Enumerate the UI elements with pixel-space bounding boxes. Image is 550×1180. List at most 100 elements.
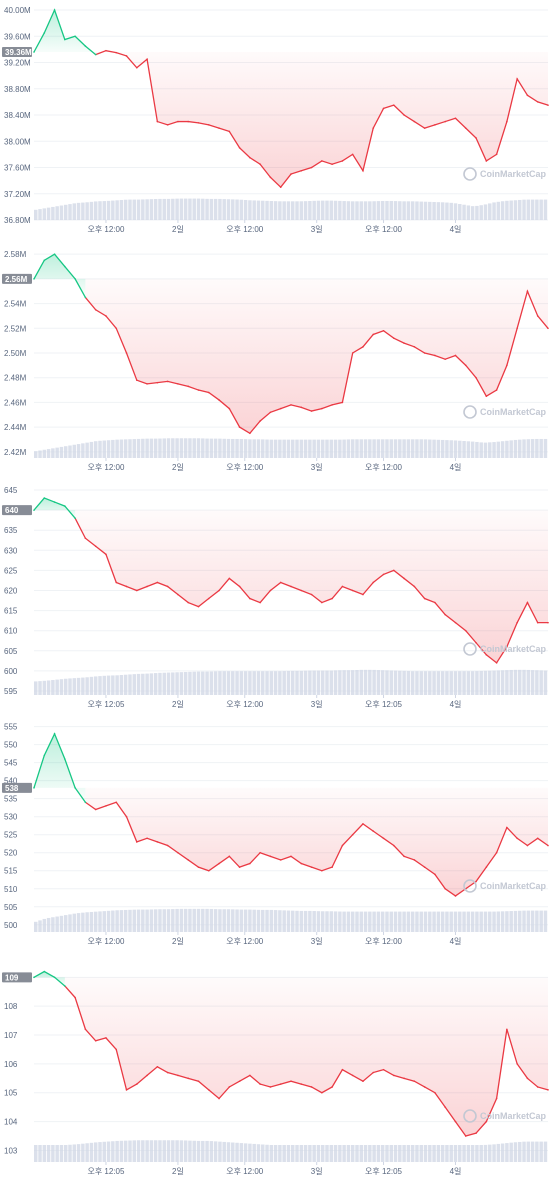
price-point xyxy=(94,545,97,548)
volume-bar xyxy=(68,204,72,220)
chart-svg: 555 550 545 540 535 530 525 520 515 510 505 500 538 오… xyxy=(2,723,549,946)
volume-bar xyxy=(256,1144,261,1162)
volume-bar xyxy=(68,1144,72,1162)
volume-bar xyxy=(269,1145,274,1162)
volume-bar xyxy=(192,908,196,932)
volume-bar xyxy=(355,1145,359,1162)
volume-bar xyxy=(500,441,505,458)
volume-bar xyxy=(205,1140,209,1162)
price-point xyxy=(43,259,46,262)
price-point xyxy=(53,733,56,735)
volume-bar xyxy=(145,673,149,695)
y-tick-label: 535 xyxy=(4,795,18,804)
volume-bar xyxy=(286,910,291,932)
price-point xyxy=(64,505,66,507)
volume-bar xyxy=(535,670,539,695)
volume-bar xyxy=(98,676,102,695)
price-point xyxy=(228,130,231,133)
volume-bar xyxy=(235,671,239,695)
volume-bar xyxy=(46,680,51,695)
price-point xyxy=(218,589,220,592)
price-area-up xyxy=(34,971,65,986)
volume-bar xyxy=(261,1144,265,1162)
volume-bar xyxy=(436,911,441,932)
y-tick-label: 104 xyxy=(4,1118,18,1127)
price-chart-3[interactable]: 645640635630625620615610605600595640오후 1… xyxy=(0,476,550,713)
volume-bar xyxy=(406,1145,411,1162)
volume-bar xyxy=(132,909,136,932)
volume-bar xyxy=(539,1141,543,1162)
volume-bar xyxy=(380,200,385,220)
price-point xyxy=(506,120,508,123)
volume-bar xyxy=(518,199,522,220)
x-tick-label: 3일 xyxy=(311,1167,323,1176)
price-point xyxy=(43,754,46,757)
price-point xyxy=(33,976,35,979)
price-point xyxy=(300,406,303,409)
price-point xyxy=(259,1083,261,1085)
volume-bar xyxy=(299,1145,304,1162)
price-chart-4[interactable]: 555 550 545 540 535 530 525 520 515 510 505 500 538 오… xyxy=(0,713,550,950)
volume-bar xyxy=(175,672,179,695)
volume-bar xyxy=(488,911,492,932)
price-point xyxy=(136,841,138,843)
volume-bar xyxy=(432,439,436,458)
volume-bar xyxy=(265,1144,269,1162)
volume-bar xyxy=(466,671,471,695)
price-line-down xyxy=(85,801,549,897)
volume-bar xyxy=(359,1145,364,1162)
current-price-badge xyxy=(2,782,32,793)
volume-bar xyxy=(316,439,321,458)
price-point xyxy=(413,859,416,861)
volume-bar xyxy=(470,911,475,932)
price-point xyxy=(84,45,87,47)
y-tick-label: 610 xyxy=(4,627,18,636)
volume-bar xyxy=(355,670,359,695)
volume-bar xyxy=(539,910,543,932)
volume-bar xyxy=(415,439,419,458)
volume-bar xyxy=(72,444,77,458)
volume-bar xyxy=(252,1143,256,1162)
volume-bar xyxy=(385,670,389,695)
price-chart-2[interactable]: 2.58M 2.56M 2.54M 2.52M 2.50M 2.48M 2.46M 2.44M… xyxy=(0,238,550,476)
price-point xyxy=(516,1063,518,1065)
volume-bar xyxy=(453,1145,458,1162)
volume-bar xyxy=(291,670,295,695)
x-tick-label: 2일 xyxy=(172,225,184,234)
volume-bar xyxy=(128,439,132,458)
volume-bar xyxy=(483,670,488,695)
volume-bar xyxy=(111,675,115,695)
volume-bar xyxy=(226,199,231,220)
volume-bar xyxy=(295,201,299,220)
volume-bar xyxy=(226,1142,231,1162)
volume-bar xyxy=(389,200,393,220)
volume-bar xyxy=(475,441,479,458)
volume-bar xyxy=(188,198,192,220)
volume-bar xyxy=(123,1140,128,1162)
volume-bar xyxy=(72,203,77,220)
volume-bar xyxy=(325,200,329,220)
volume-bar xyxy=(123,674,128,695)
volume-bar xyxy=(145,1140,149,1162)
volume-bar xyxy=(543,1141,548,1162)
volume-bar xyxy=(239,671,244,695)
volume-bar xyxy=(308,670,312,695)
volume-bar xyxy=(483,204,488,220)
y-tick-label: 620 xyxy=(4,587,18,596)
price-point xyxy=(434,873,436,876)
price-point xyxy=(187,120,189,123)
volume-bar xyxy=(359,669,364,695)
price-point xyxy=(506,1028,508,1031)
volume-bar xyxy=(213,198,218,220)
price-point xyxy=(238,866,241,868)
volume-bar xyxy=(42,449,47,458)
volume-bar xyxy=(543,199,548,220)
price-chart-1[interactable]: 40.00M 39.60M 39.20M 38.80M 38.40M 38.00M 37.6… xyxy=(0,0,550,238)
price-point xyxy=(403,855,405,858)
price-point xyxy=(207,1089,210,1091)
price-point xyxy=(146,58,148,61)
volume-bar xyxy=(85,202,89,220)
price-point xyxy=(105,49,107,52)
